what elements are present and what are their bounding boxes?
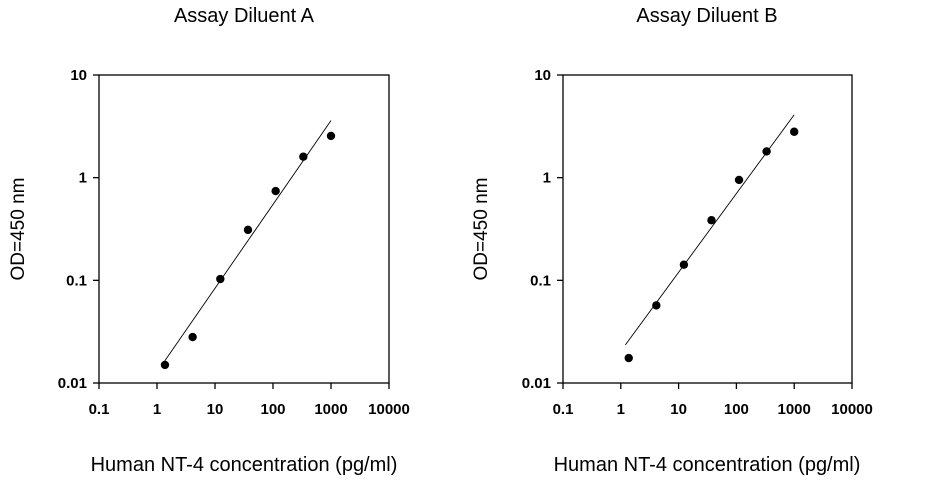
y-tick-label: 10 [534, 67, 551, 84]
x-tick-label: 1000 [314, 401, 347, 418]
data-point [762, 147, 771, 156]
chart-panel-2: Assay Diluent B0.1 1 10 100 1000 100000.010.1… [471, 5, 873, 476]
x-tick-label: 1 [153, 401, 161, 418]
data-point [188, 332, 197, 342]
x-tick-label: 100 [260, 401, 285, 418]
y-tick-label: 0.1 [66, 272, 87, 289]
x-tick-label: 10 [207, 401, 224, 418]
y-tick-label: 1 [79, 170, 87, 187]
x-tick-label: 1 [617, 401, 625, 418]
y-axis-label: OD=450 nm [8, 178, 29, 281]
y-tick-label: 0.01 [58, 375, 87, 392]
x-tick-label: 100 [724, 401, 749, 418]
data-point [652, 301, 661, 310]
data-point [707, 216, 716, 225]
data-point [679, 260, 689, 269]
y-tick-label: 1 [543, 170, 551, 187]
data-point [790, 127, 799, 136]
x-tick-label: 10000 [368, 401, 410, 418]
plot-frame [98, 74, 390, 384]
y-axis-label: OD=450 nm [471, 178, 492, 281]
x-tick-label: 0.1 [89, 401, 110, 418]
data-point [299, 152, 308, 161]
x-tick-label: 10 [670, 401, 687, 418]
data-point [243, 225, 253, 235]
x-axis-label: Human NT-4 concentration (pg/ml) [91, 454, 398, 476]
y-tick-label: 0.01 [522, 375, 551, 392]
y-tick-label: 10 [70, 67, 87, 84]
data-point [216, 274, 225, 284]
data-point [624, 353, 633, 363]
fit-line [161, 120, 332, 366]
data-point [271, 186, 280, 196]
x-tick-label: 1000 [778, 401, 811, 418]
y-tick-label: 0.1 [530, 272, 551, 289]
x-tick-label: 0.1 [553, 401, 574, 418]
plot-frame [562, 74, 853, 384]
x-tick-label: 10000 [831, 401, 873, 418]
data-point [734, 175, 744, 185]
data-point [160, 360, 170, 370]
chart-title: Assay Diluent B [636, 5, 777, 27]
data-point [326, 131, 336, 141]
chart-panel-1: Assay Diluent A0.1 1 10 100 1000 100000.010.1… [8, 5, 410, 476]
chart-title: Assay Diluent A [174, 5, 315, 27]
x-axis-label: Human NT-4 concentration (pg/ml) [554, 454, 861, 476]
